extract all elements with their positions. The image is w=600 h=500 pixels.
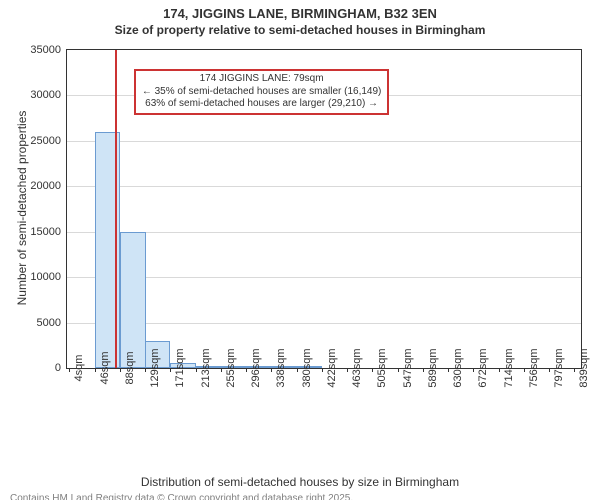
annotation-line-3: 63% of semi-detached houses are larger (…	[142, 98, 382, 111]
y-tick-label: 25000	[30, 135, 67, 147]
chart-title-sub: Size of property relative to semi-detach…	[0, 23, 600, 37]
x-tick-label: 4sqm	[69, 355, 85, 382]
x-tick-label: 589sqm	[423, 348, 439, 387]
gridline-horizontal	[67, 141, 581, 142]
footer-attribution: Contains HM Land Registry data © Crown c…	[10, 493, 590, 500]
y-tick-label: 0	[55, 362, 67, 374]
gridline-horizontal	[67, 186, 581, 187]
x-tick-label: 338sqm	[271, 348, 287, 387]
property-marker-line	[115, 50, 117, 368]
x-tick-label: 672sqm	[473, 348, 489, 387]
x-tick-label: 630sqm	[448, 348, 464, 387]
y-tick-label: 20000	[30, 180, 67, 192]
x-tick-label: 171sqm	[170, 348, 186, 387]
y-axis-label: Number of semi-detached properties	[15, 111, 29, 306]
x-tick-label: 129sqm	[145, 348, 161, 387]
x-tick-label: 714sqm	[499, 348, 515, 387]
x-tick-label: 839sqm	[574, 348, 590, 387]
chart-title-main: 174, JIGGINS LANE, BIRMINGHAM, B32 3EN	[0, 6, 600, 21]
annotation-box: 174 JIGGINS LANE: 79sqm← 35% of semi-det…	[134, 69, 390, 115]
x-tick-label: 547sqm	[398, 348, 414, 387]
y-tick-label: 35000	[30, 44, 67, 56]
annotation-line-1: 174 JIGGINS LANE: 79sqm	[142, 73, 382, 86]
x-tick-label: 756sqm	[524, 348, 540, 387]
footer-line-1: Contains HM Land Registry data © Crown c…	[10, 493, 590, 500]
histogram-bar	[120, 232, 145, 368]
x-tick-label: 296sqm	[246, 348, 262, 387]
x-tick-label: 380sqm	[297, 348, 313, 387]
x-tick-label: 213sqm	[196, 348, 212, 387]
x-tick-label: 255sqm	[221, 348, 237, 387]
y-tick-label: 30000	[30, 89, 67, 101]
x-tick-label: 463sqm	[347, 348, 363, 387]
x-tick-label: 505sqm	[372, 348, 388, 387]
x-tick-label: 797sqm	[549, 348, 565, 387]
x-tick-label: 46sqm	[95, 351, 111, 384]
annotation-line-2: ← 35% of semi-detached houses are smalle…	[142, 86, 382, 99]
plot-area: 050001000015000200002500030000350004sqm4…	[66, 49, 582, 369]
x-axis-label: Distribution of semi-detached houses by …	[0, 475, 600, 489]
x-tick-label: 422sqm	[322, 348, 338, 387]
y-tick-label: 10000	[30, 271, 67, 283]
y-tick-label: 5000	[37, 317, 67, 329]
y-tick-label: 15000	[30, 226, 67, 238]
x-tick-label: 88sqm	[120, 351, 136, 384]
chart-area: Number of semi-detached properties 05000…	[10, 43, 590, 427]
